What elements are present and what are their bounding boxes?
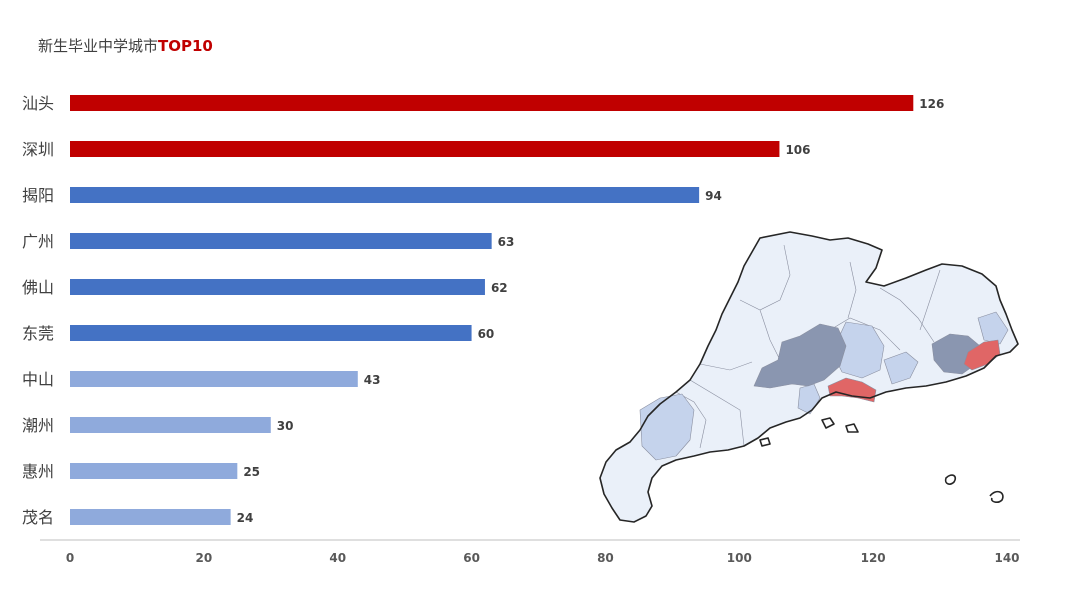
- x-tick-label: 140: [994, 551, 1019, 565]
- value-label: 63: [498, 235, 515, 249]
- map-island: [845, 423, 859, 433]
- bar-7: [70, 417, 271, 433]
- x-tick-label: 20: [196, 551, 213, 565]
- map-island: [989, 490, 1004, 503]
- value-labels: 126 106 94 63 62 60 43 30 25 24: [237, 97, 945, 525]
- bar-8: [70, 463, 238, 479]
- value-label: 25: [243, 465, 260, 479]
- value-label: 24: [237, 511, 254, 525]
- category-label: 深圳: [22, 140, 54, 159]
- chart-title: 新生毕业中学城市TOP10: [38, 37, 213, 55]
- category-label: 广州: [22, 232, 54, 251]
- map-region-mid-far-east: [977, 311, 1009, 345]
- map-coastline: [599, 231, 1019, 523]
- value-label: 30: [277, 419, 294, 433]
- x-tick-label: 100: [727, 551, 752, 565]
- bar-3: [70, 233, 492, 249]
- x-axis-ticks: 0 20 40 60 80 100 120 140: [66, 551, 1020, 565]
- chart-title-highlight: TOP10: [158, 37, 213, 55]
- bar-6: [70, 371, 358, 387]
- bar-9: [70, 509, 231, 525]
- category-label: 佛山: [22, 278, 54, 297]
- x-tick-label: 0: [66, 551, 74, 565]
- map-region-border: [675, 244, 941, 449]
- map-island: [821, 417, 835, 429]
- map-island: [759, 437, 771, 447]
- value-label: 62: [491, 281, 508, 295]
- value-label: 106: [785, 143, 810, 157]
- map-island: [944, 474, 957, 485]
- guangdong-map: [599, 231, 1019, 523]
- category-label: 中山: [22, 370, 54, 389]
- map-region-high-center: [753, 323, 847, 389]
- x-tick-label: 80: [597, 551, 614, 565]
- value-label: 94: [705, 189, 722, 203]
- bar-series: [70, 95, 914, 525]
- category-label: 潮州: [22, 416, 54, 435]
- bar-2: [70, 187, 700, 203]
- x-tick-label: 120: [861, 551, 886, 565]
- bar-5: [70, 325, 472, 341]
- map-region-top-shenzhen: [827, 377, 877, 403]
- bar-1: [70, 141, 780, 157]
- category-label: 揭阳: [22, 186, 54, 205]
- category-label: 茂名: [22, 508, 54, 527]
- chart-title-main: 新生毕业中学城市: [38, 37, 158, 55]
- bar-0: [70, 95, 914, 111]
- bar-4: [70, 279, 485, 295]
- x-tick-label: 40: [329, 551, 346, 565]
- x-tick-label: 60: [463, 551, 480, 565]
- value-label: 43: [364, 373, 381, 387]
- map-region-mid-east: [883, 351, 919, 385]
- category-label: 惠州: [22, 462, 54, 481]
- value-label: 60: [478, 327, 495, 341]
- value-label: 126: [919, 97, 944, 111]
- category-label: 汕头: [22, 94, 54, 113]
- category-label: 东莞: [22, 324, 54, 343]
